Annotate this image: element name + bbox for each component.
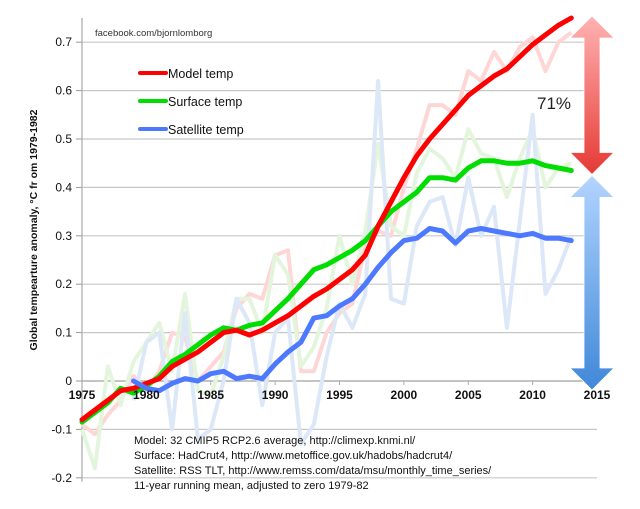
note-model: Model: 32 CMIP5 RCP2.6 average, http://c… bbox=[134, 435, 416, 447]
legend: Model temp Surface temp Satellite temp bbox=[138, 67, 244, 137]
y-tick-label: -0.1 bbox=[51, 422, 72, 436]
annual-series bbox=[80, 30, 574, 471]
annotation-percent: 71% bbox=[537, 94, 571, 113]
model-gap-arrow bbox=[569, 15, 615, 176]
y-tick-labels: 0.7 0.6 0.5 0.4 0.3 0.2 0.1 0 -0.1 -0.2 bbox=[51, 35, 72, 485]
chart-credit: facebook.com/bjornlomborg bbox=[95, 28, 212, 39]
x-tick-label: 2000 bbox=[391, 388, 418, 402]
y-tick-label: 0.7 bbox=[55, 35, 72, 49]
x-tick-label: 2015 bbox=[584, 388, 611, 402]
x-tick-label: 2010 bbox=[519, 388, 546, 402]
note-surface: Surface: HadCrut4, http://www.metoffice.… bbox=[134, 450, 453, 462]
x-tick-label: 1985 bbox=[197, 388, 224, 402]
annual-line-1 bbox=[80, 127, 572, 471]
x-tick-label: 1995 bbox=[326, 388, 353, 402]
legend-label-model: Model temp bbox=[168, 67, 233, 81]
legend-label-satellite: Satellite temp bbox=[168, 123, 244, 137]
x-tick-label: 2005 bbox=[455, 388, 482, 402]
y-tick-label: 0.6 bbox=[55, 84, 72, 98]
x-tick-label: 1980 bbox=[133, 388, 160, 402]
axes bbox=[81, 18, 598, 482]
annual-line-2 bbox=[131, 78, 574, 446]
difference-arrows bbox=[569, 15, 615, 391]
y-tick-label: 0.2 bbox=[55, 277, 72, 291]
y-axis-label: Global tempearture anomaly, °C fr om 197… bbox=[28, 109, 40, 350]
y-tick-label: -0.2 bbox=[51, 471, 72, 485]
source-notes: Model: 32 CMIP5 RCP2.6 average, http://c… bbox=[134, 435, 492, 492]
y-tick-label: 0.5 bbox=[55, 132, 72, 146]
series-line-model-temp bbox=[79, 15, 574, 423]
y-tick-label: 0.4 bbox=[55, 180, 72, 194]
x-tick-label: 1975 bbox=[69, 388, 96, 402]
x-tick-label: 1990 bbox=[262, 388, 289, 402]
y-tick-label: 0 bbox=[65, 374, 72, 388]
note-satellite: Satellite: RSS TLT, http://www.remss.com… bbox=[134, 465, 492, 477]
x-tick-labels: 1975 1980 1985 1990 1995 2000 2005 2010 2015 bbox=[69, 388, 611, 402]
observed-gap-arrow bbox=[569, 174, 615, 391]
legend-label-surface: Surface temp bbox=[168, 95, 242, 109]
y-tick-label: 0.3 bbox=[55, 229, 72, 243]
running-mean-series bbox=[79, 15, 574, 425]
note-method: 11-year running mean, adjusted to zero 1… bbox=[134, 480, 369, 492]
y-tick-label: 0.1 bbox=[55, 326, 72, 340]
series-line-satellite-temp bbox=[131, 226, 574, 394]
